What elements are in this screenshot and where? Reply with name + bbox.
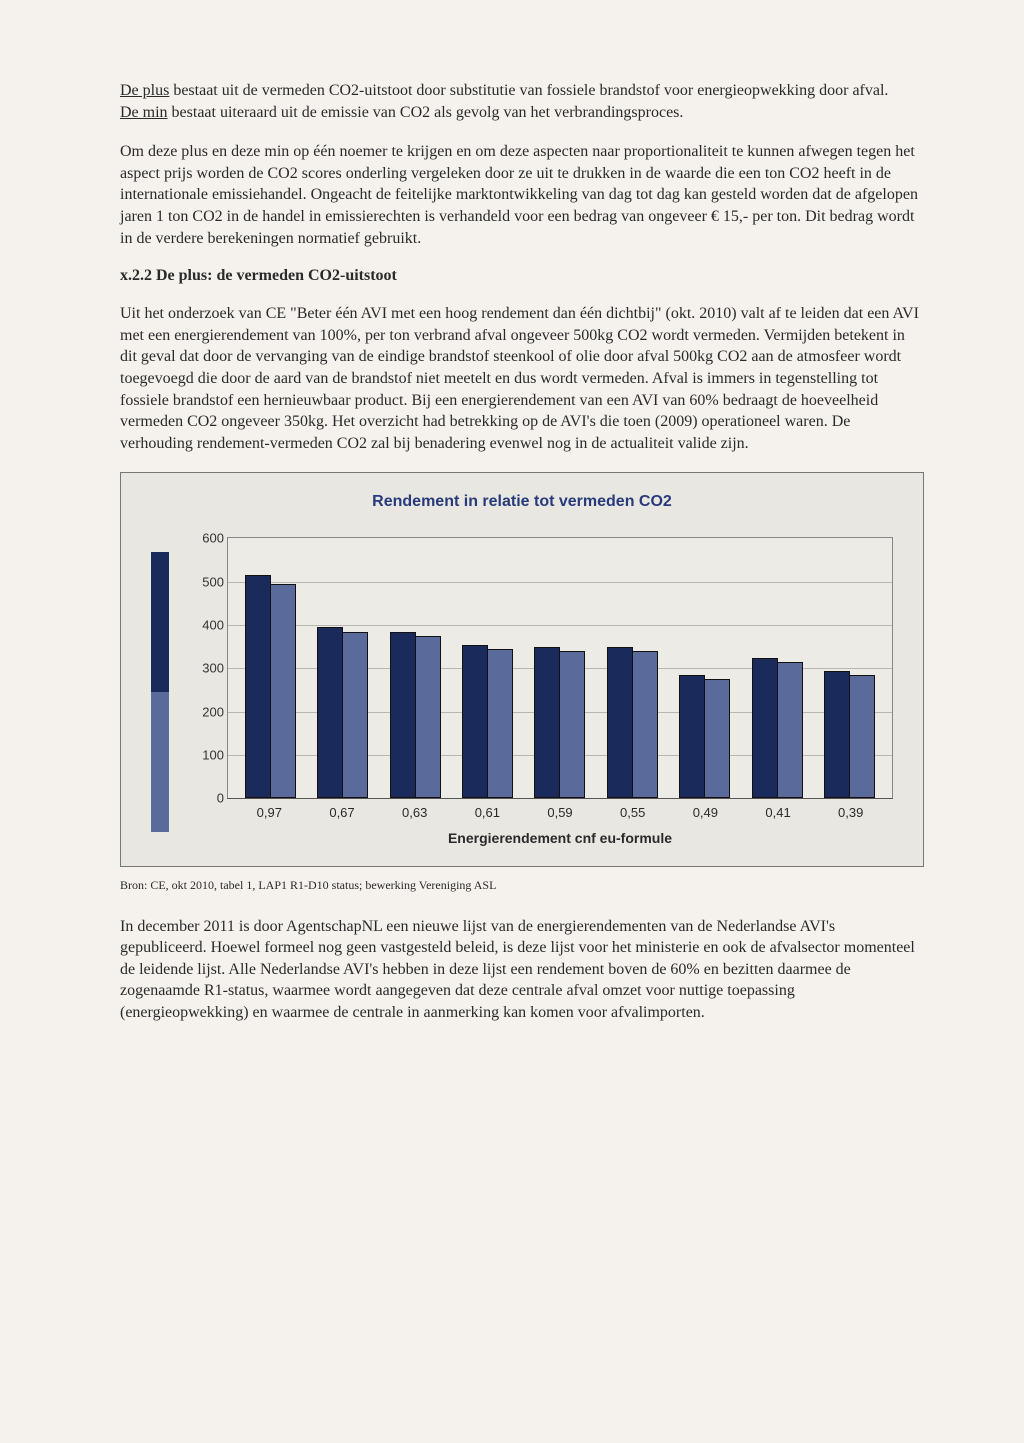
chart-bar-group bbox=[379, 538, 451, 798]
chart-bar-group bbox=[451, 538, 523, 798]
paragraph-onderzoek: Uit het onderzoek van CE "Beter één AVI … bbox=[120, 303, 924, 454]
chart-bar bbox=[679, 675, 705, 798]
chart-bar bbox=[849, 675, 875, 798]
section-heading: x.2.2 De plus: de vermeden CO2-uitstoot bbox=[120, 267, 924, 285]
chart-bar bbox=[607, 647, 633, 799]
chart-bar-group bbox=[306, 538, 378, 798]
chart-y-tick-label: 400 bbox=[184, 617, 224, 632]
chart-bar bbox=[632, 651, 658, 798]
chart-bar bbox=[777, 662, 803, 798]
chart-bar bbox=[752, 658, 778, 799]
chart-source: Bron: CE, okt 2010, tabel 1, LAP1 R1-D10… bbox=[120, 877, 924, 893]
text: bestaat uit de vermeden CO2-uitstoot doo… bbox=[169, 82, 888, 99]
chart-bar-group bbox=[741, 538, 813, 798]
chart-x-tick-label: 0,97 bbox=[233, 805, 306, 820]
chart-x-labels: 0,970,670,630,610,590,550,490,410,39 bbox=[227, 799, 893, 820]
chart-plot-area: 6005004003002001000 bbox=[227, 537, 893, 798]
chart-x-tick-label: 0,39 bbox=[814, 805, 887, 820]
chart-body: 6005004003002001000 0,970,670,630,610,59… bbox=[151, 537, 893, 846]
chart-bar bbox=[487, 649, 513, 798]
paragraph-noemer: Om deze plus en deze min op één noemer t… bbox=[120, 141, 924, 249]
chart-x-axis-title: Energierendement cnf eu-formule bbox=[227, 830, 893, 846]
chart-legend-swatch bbox=[151, 552, 169, 832]
chart-bar-group bbox=[669, 538, 741, 798]
chart-bar bbox=[534, 647, 560, 799]
chart-y-tick-label: 100 bbox=[184, 747, 224, 762]
chart-bar bbox=[317, 627, 343, 798]
chart-y-tick-label: 500 bbox=[184, 574, 224, 589]
term-de-plus: De plus bbox=[120, 82, 169, 99]
chart-bar bbox=[704, 679, 730, 798]
chart-x-tick-label: 0,61 bbox=[451, 805, 524, 820]
chart-bar-group bbox=[234, 538, 306, 798]
chart-x-tick-label: 0,55 bbox=[596, 805, 669, 820]
chart-x-tick-label: 0,67 bbox=[306, 805, 379, 820]
chart-y-tick-label: 200 bbox=[184, 704, 224, 719]
chart-bar bbox=[559, 651, 585, 798]
term-de-min: De min bbox=[120, 104, 168, 121]
chart-bar bbox=[270, 584, 296, 798]
chart-y-tick-label: 600 bbox=[184, 531, 224, 546]
chart-bar bbox=[824, 671, 850, 799]
chart-y-tick-label: 300 bbox=[184, 661, 224, 676]
chart-bar-group bbox=[524, 538, 596, 798]
chart-x-tick-label: 0,59 bbox=[524, 805, 597, 820]
chart-y-labels: 6005004003002001000 bbox=[184, 538, 224, 798]
chart-plot-wrap: 6005004003002001000 0,970,670,630,610,59… bbox=[183, 537, 893, 846]
chart-x-tick-label: 0,63 bbox=[378, 805, 451, 820]
document-page: De plus bestaat uit de vermeden CO2-uits… bbox=[0, 0, 1024, 1443]
chart-x-tick-label: 0,49 bbox=[669, 805, 742, 820]
chart-bar bbox=[342, 632, 368, 799]
chart-bar bbox=[390, 632, 416, 799]
chart-bar bbox=[245, 575, 271, 798]
chart-bar bbox=[462, 645, 488, 799]
chart-bar-group bbox=[596, 538, 668, 798]
text: bestaat uiteraard uit de emissie van CO2… bbox=[168, 104, 684, 121]
paragraph-agentschap: In december 2011 is door AgentschapNL ee… bbox=[120, 916, 924, 1024]
paragraph-plus-min: De plus bestaat uit de vermeden CO2-uits… bbox=[120, 80, 924, 123]
chart-bar-group bbox=[814, 538, 886, 798]
chart-x-tick-label: 0,41 bbox=[742, 805, 815, 820]
chart-container: Rendement in relatie tot vermeden CO2 60… bbox=[120, 472, 924, 867]
chart-title: Rendement in relatie tot vermeden CO2 bbox=[151, 493, 893, 511]
chart-bar bbox=[415, 636, 441, 798]
chart-y-tick-label: 0 bbox=[184, 791, 224, 806]
